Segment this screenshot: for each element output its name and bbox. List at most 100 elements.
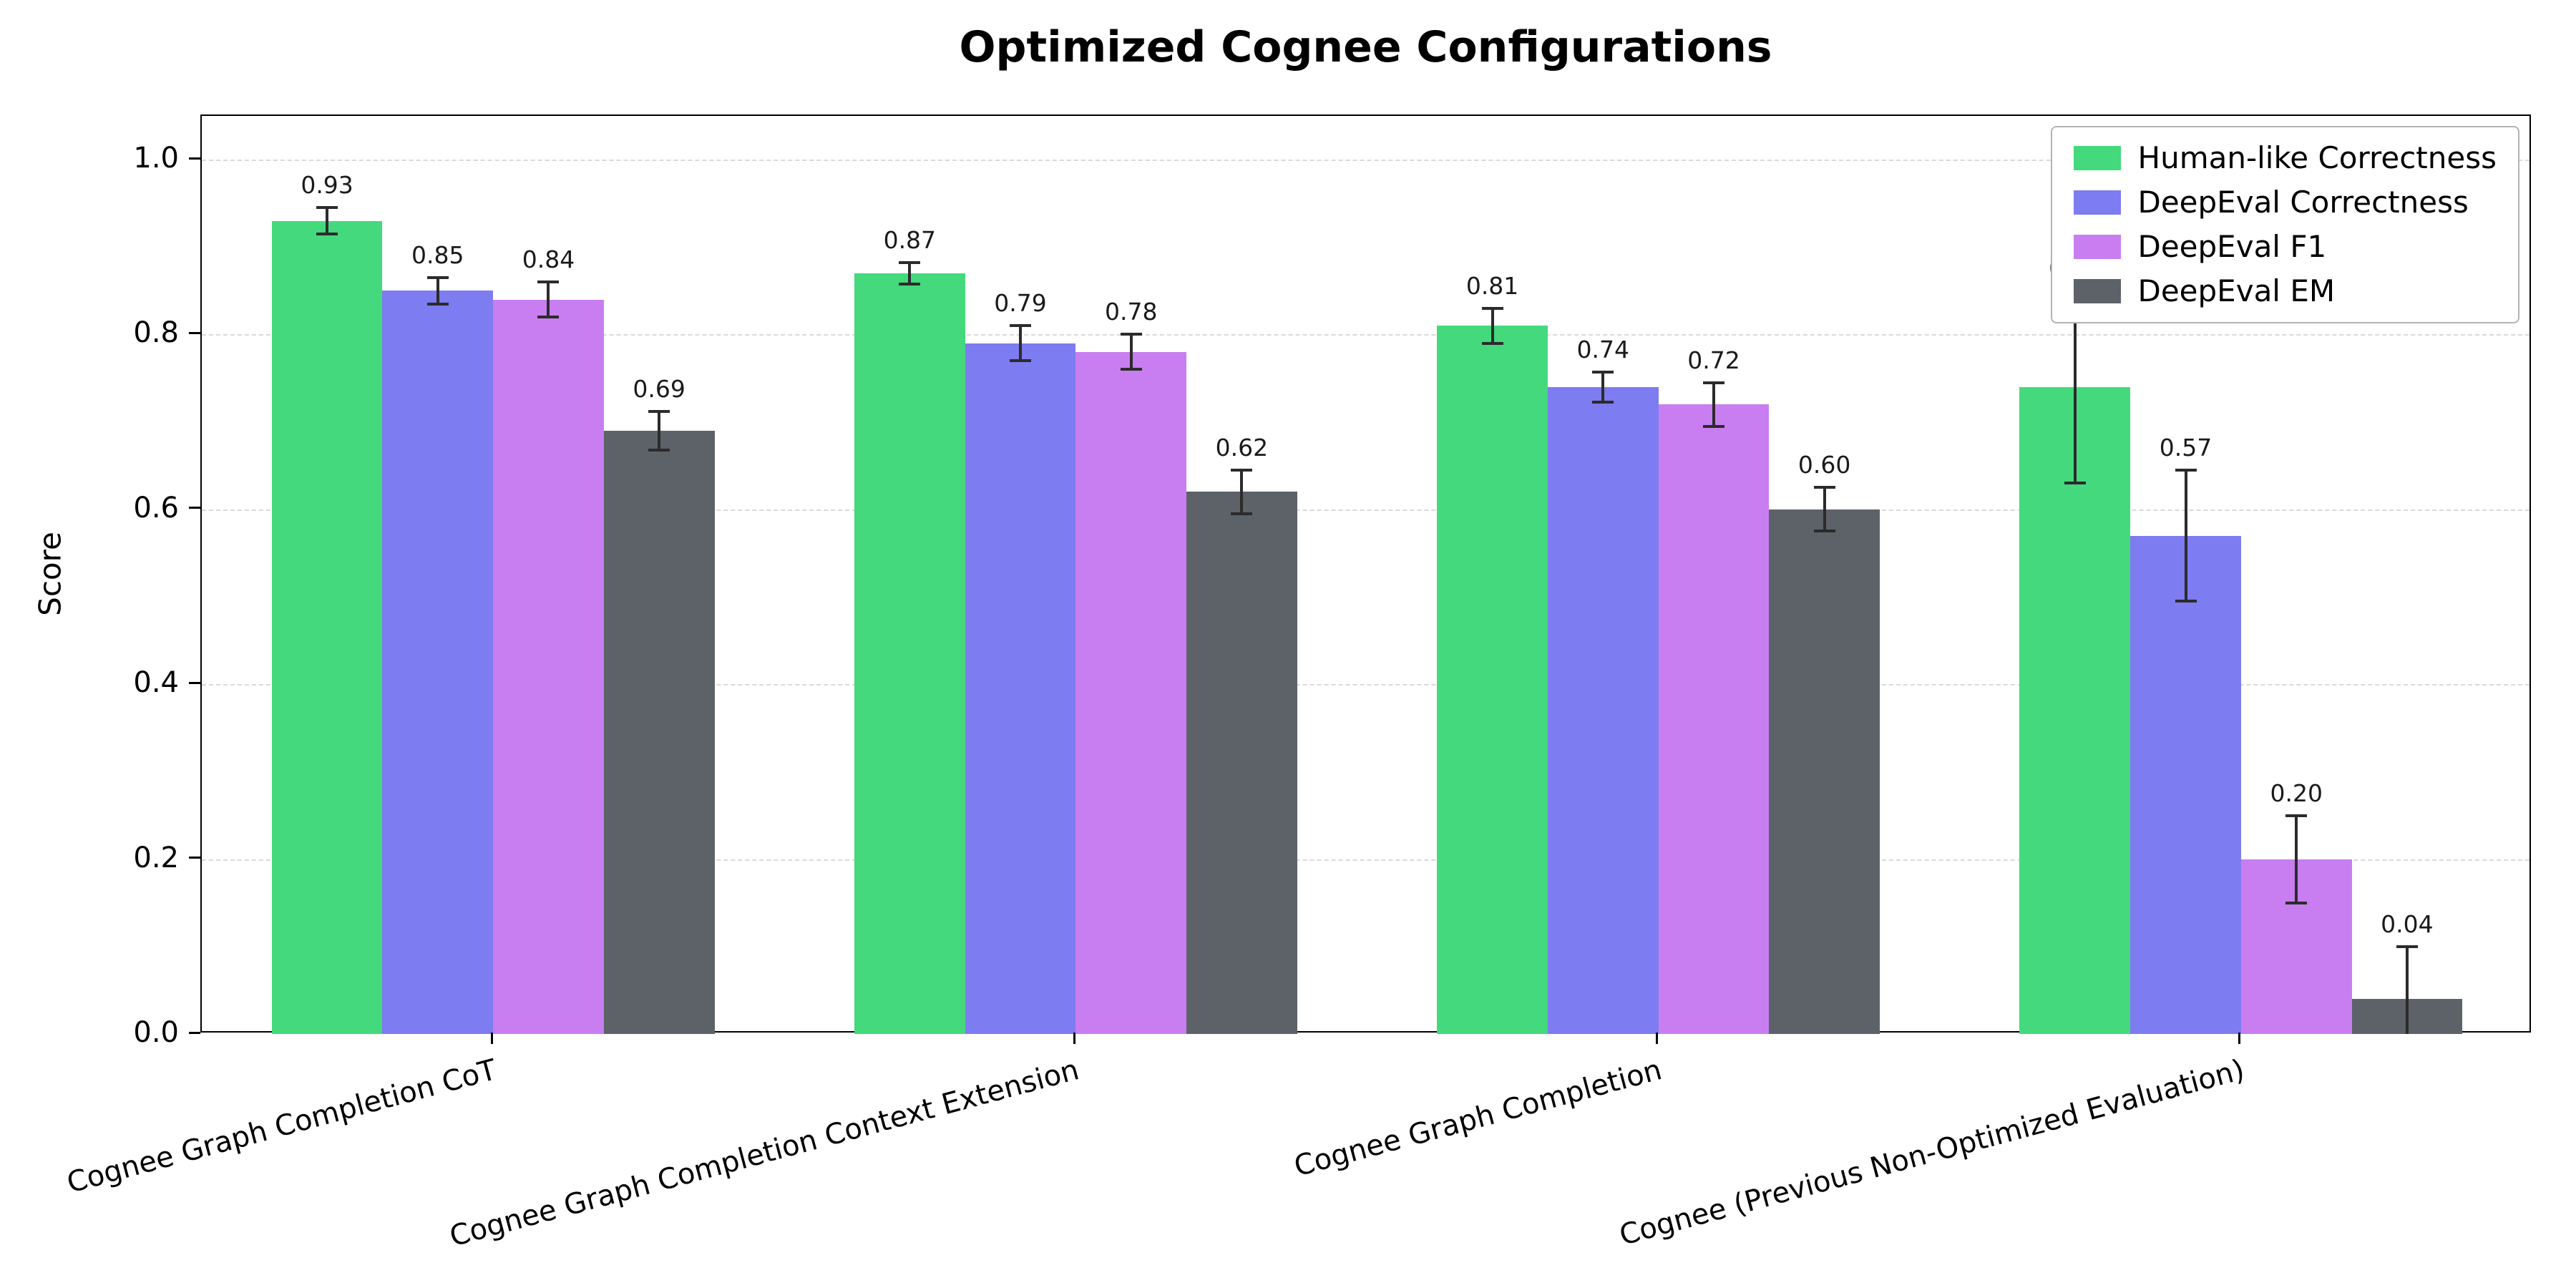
error-bar-cap-bottom <box>426 302 449 306</box>
error-bar-cap-bottom <box>1481 341 1503 345</box>
bar-deepeval-correctness-group4 <box>2130 535 2241 1034</box>
bar-human-like-correctness-group1 <box>271 220 383 1034</box>
error-bar-cap-top <box>426 276 449 280</box>
legend: Human-like Correctness DeepEval Correctne… <box>2050 126 2519 323</box>
bar-value-label: 0.20 <box>2270 779 2323 807</box>
y-tickmark <box>189 681 200 684</box>
x-tick-label: Cognee Graph Completion <box>1290 1053 1666 1184</box>
error-bar-cap-top <box>537 280 560 284</box>
y-tickmark <box>189 507 200 509</box>
error-bar-line <box>2405 946 2409 1034</box>
bar-human-like-correctness-group4 <box>2019 386 2131 1034</box>
bar-value-label: 0.04 <box>2381 909 2434 938</box>
x-tickmark <box>1656 1033 1659 1044</box>
legend-item-deepeval-f1: DeepEval F1 <box>2073 232 2497 262</box>
error-bar-cap-top <box>316 206 338 210</box>
x-tickmark <box>1073 1033 1075 1044</box>
x-tick-label: Cognee (Previous Non-Optimized Evaluatio… <box>1616 1053 2248 1252</box>
bar-deepeval-correctness-group2 <box>965 343 1076 1034</box>
error-bar-line <box>1712 382 1715 426</box>
error-bar-line <box>658 411 661 450</box>
y-tickmark <box>189 331 200 334</box>
chart-title: Optimized Cognee Configurations <box>959 22 1772 72</box>
bar-deepeval-em-group2 <box>1186 492 1297 1034</box>
legend-swatch-icon <box>2073 190 2121 215</box>
bar-value-label: 0.60 <box>1797 451 1851 479</box>
error-bar-cap-top <box>1120 333 1142 336</box>
legend-swatch-icon <box>2073 146 2121 170</box>
error-bar-cap-top <box>1231 468 1253 472</box>
y-tick-label: 0.8 <box>133 316 179 350</box>
error-bar-line <box>2295 815 2298 903</box>
error-bar-cap-bottom <box>2175 600 2197 603</box>
bar-deepeval-correctness-group3 <box>1547 386 1659 1034</box>
error-bar-cap-top <box>648 410 670 413</box>
y-tick-label: 0.6 <box>133 491 179 525</box>
bar-value-label: 0.93 <box>301 171 353 200</box>
x-tick-label: Cognee Graph Completion CoT <box>63 1053 500 1200</box>
y-tick-label: 0.4 <box>133 666 179 700</box>
error-bar-line <box>2073 291 2077 484</box>
error-bar-cap-bottom <box>899 282 921 286</box>
bar-value-label: 0.84 <box>522 245 575 274</box>
bar-deepeval-f1-group1 <box>493 299 604 1034</box>
bar-human-like-correctness-group2 <box>854 273 965 1034</box>
y-tickmark <box>189 1031 200 1034</box>
error-bar-cap-bottom <box>1010 359 1032 363</box>
error-bar-cap-bottom <box>1592 400 1614 404</box>
bar-value-label: 0.78 <box>1104 298 1158 326</box>
bar-value-label: 0.87 <box>883 226 937 255</box>
error-bar-cap-bottom <box>2285 901 2308 904</box>
error-bar-line <box>1019 326 1023 361</box>
error-bar-cap-top <box>1702 381 1724 384</box>
error-bar-cap-top <box>1010 324 1032 328</box>
y-axis-label: Score <box>32 531 68 616</box>
x-tickmark <box>2238 1033 2241 1044</box>
error-bar-line <box>1823 487 1826 532</box>
error-bar-cap-bottom <box>537 316 560 319</box>
y-tickmark <box>189 157 200 160</box>
error-bar-cap-top <box>2175 468 2197 472</box>
error-bar-line <box>1601 372 1605 402</box>
error-bar-line <box>908 263 912 284</box>
error-bar-cap-bottom <box>1702 424 1724 428</box>
y-tickmark <box>189 857 200 859</box>
legend-label: Human-like Correctness <box>2137 140 2497 175</box>
gridline-0.4 <box>202 684 2529 686</box>
bar-deepeval-em-group1 <box>603 430 715 1034</box>
x-tick-label: Cognee Graph Completion Context Extensio… <box>446 1053 1083 1254</box>
y-tick-label: 0.0 <box>133 1016 179 1049</box>
gridline-0.6 <box>202 509 2529 511</box>
error-bar-line <box>547 282 550 318</box>
legend-item-deepeval-correctness: DeepEval Correctness <box>2073 185 2497 220</box>
bar-value-label: 0.57 <box>2159 433 2212 462</box>
bar-deepeval-f1-group2 <box>1075 351 1187 1034</box>
error-bar-line <box>1240 469 1244 514</box>
error-bar-line <box>1129 334 1133 370</box>
error-bar-cap-bottom <box>316 232 338 235</box>
y-tick-label: 1.0 <box>133 142 179 175</box>
gridline-0.8 <box>202 334 2529 336</box>
legend-label: DeepEval EM <box>2137 273 2336 308</box>
legend-label: DeepEval Correctness <box>2137 185 2469 220</box>
error-bar-cap-top <box>2285 814 2308 817</box>
bar-value-label: 0.79 <box>994 289 1047 318</box>
gridline-1 <box>202 160 2529 162</box>
error-bar-line <box>2184 469 2187 602</box>
error-bar-cap-top <box>2396 945 2418 948</box>
legend-swatch-icon <box>2073 235 2121 259</box>
bar-value-label: 0.69 <box>633 375 686 403</box>
bar-value-label: 0.85 <box>411 241 464 270</box>
bar-deepeval-correctness-group1 <box>382 291 494 1034</box>
y-tick-label: 0.2 <box>133 841 179 874</box>
error-bar-cap-bottom <box>1231 512 1253 515</box>
error-bar-line <box>436 278 439 304</box>
legend-item-deepeval-em: DeepEval EM <box>2073 273 2497 308</box>
bar-human-like-correctness-group3 <box>1437 326 1548 1034</box>
legend-item-human-like-correctness: Human-like Correctness <box>2073 140 2497 175</box>
error-bar-line <box>326 208 329 234</box>
error-bar-line <box>1491 308 1494 343</box>
bar-value-label: 0.72 <box>1687 346 1740 374</box>
bar-deepeval-em-group3 <box>1769 509 1880 1034</box>
